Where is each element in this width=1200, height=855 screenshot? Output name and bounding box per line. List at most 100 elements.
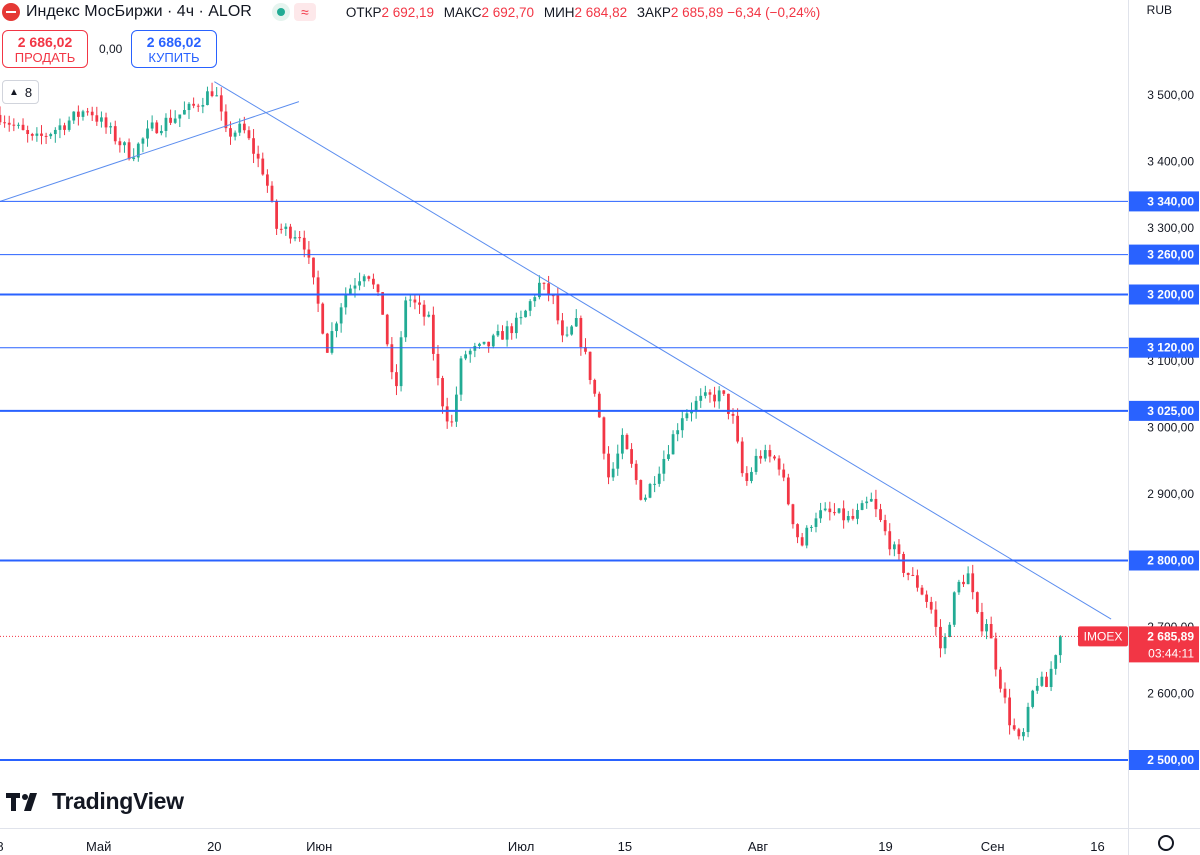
candle (1008, 688, 1011, 735)
candle (653, 476, 657, 493)
candle-body (1022, 732, 1025, 737)
candle (3, 115, 6, 128)
level-price-tag (1129, 550, 1199, 571)
candle-body (556, 295, 560, 321)
candle-body (648, 484, 652, 498)
candle-body (989, 623, 993, 639)
candle-body (150, 122, 154, 129)
candle (210, 82, 214, 98)
candle (948, 622, 952, 638)
candle (879, 503, 882, 523)
candle-body (335, 323, 338, 332)
candle (358, 272, 361, 291)
candle-body (768, 450, 772, 457)
candle (657, 466, 661, 487)
candle (962, 574, 965, 587)
candle (252, 129, 255, 164)
candle-body (183, 110, 186, 115)
candle-body (925, 594, 929, 602)
candle (648, 482, 652, 499)
candle-body (136, 143, 140, 158)
candle (639, 479, 643, 501)
candle-body (418, 302, 421, 305)
candle-body (754, 455, 758, 472)
indicators-toggle[interactable]: ▲ 8 (2, 80, 40, 104)
candle-body (593, 379, 597, 394)
level-price-tag (1129, 750, 1199, 770)
candle-body (436, 353, 440, 379)
low-label: МИН (543, 4, 575, 20)
candle (786, 473, 790, 506)
candle (740, 437, 744, 477)
candle (109, 122, 113, 135)
candle (325, 332, 329, 353)
candle (266, 169, 269, 193)
candle-body (30, 134, 34, 136)
candle (514, 312, 518, 339)
candle (869, 492, 873, 502)
candle (464, 350, 468, 361)
candle (510, 323, 514, 340)
candle (76, 105, 80, 126)
candle-body (874, 498, 878, 510)
candle (579, 315, 583, 356)
candle-body (473, 345, 477, 351)
candle (611, 462, 615, 481)
gear-icon[interactable] (1158, 835, 1174, 851)
candle-body (694, 400, 698, 411)
candle-body (247, 130, 251, 139)
candle (842, 500, 846, 529)
level-price-label: 3 200,00 (1147, 288, 1194, 302)
candle-body (879, 509, 882, 521)
candle (178, 114, 182, 128)
candle (372, 273, 375, 289)
candle (95, 106, 99, 126)
candle-body (76, 111, 80, 117)
candle-body (717, 390, 721, 402)
x-tick-label: Май (86, 839, 111, 854)
candle (1040, 671, 1044, 688)
candle (173, 110, 177, 124)
candle-body (21, 124, 25, 131)
candle (528, 299, 532, 317)
candle-body (602, 417, 606, 454)
sell-button[interactable]: 2 686,02 ПРОДАТЬ (2, 30, 88, 68)
candle-body (1045, 676, 1048, 687)
candle-body (224, 111, 228, 129)
candle-body (1035, 685, 1039, 691)
candle-body (657, 473, 661, 484)
candle-body (376, 284, 380, 293)
candle (293, 230, 297, 242)
candle-body (865, 501, 869, 504)
candle (229, 121, 232, 145)
candle-body (676, 430, 680, 435)
currency-label[interactable]: RUB (1146, 3, 1172, 17)
chart-header: Индекс МосБиржи · 4ч · ALOR ≈ ОТКР2 692,… (0, 0, 820, 24)
candle (920, 584, 924, 596)
candle-body (740, 441, 744, 474)
candle-body (763, 450, 767, 459)
candle-body (690, 410, 693, 414)
candle-body (620, 434, 624, 454)
candle-body (261, 158, 265, 175)
candle-body (238, 123, 242, 133)
tradingview-logo[interactable]: TradingView (6, 788, 184, 815)
symbol-title[interactable]: Индекс МосБиржи · 4ч · ALOR (26, 3, 252, 20)
candle (192, 97, 196, 109)
level-price-label: 2 800,00 (1147, 554, 1194, 568)
candle (763, 444, 767, 462)
x-tick-label: Авг (748, 839, 769, 854)
candle (81, 109, 85, 121)
candle (722, 390, 726, 396)
candle (164, 113, 168, 138)
candle (413, 293, 417, 310)
candle (312, 257, 315, 285)
candle-body (422, 304, 426, 317)
candle-body (574, 318, 578, 327)
candle (551, 294, 555, 305)
buy-button[interactable]: 2 686,02 КУПИТЬ (131, 30, 217, 68)
candle-body (750, 471, 753, 482)
candle-body (12, 124, 16, 126)
x-tick-label: 15 (618, 839, 632, 854)
